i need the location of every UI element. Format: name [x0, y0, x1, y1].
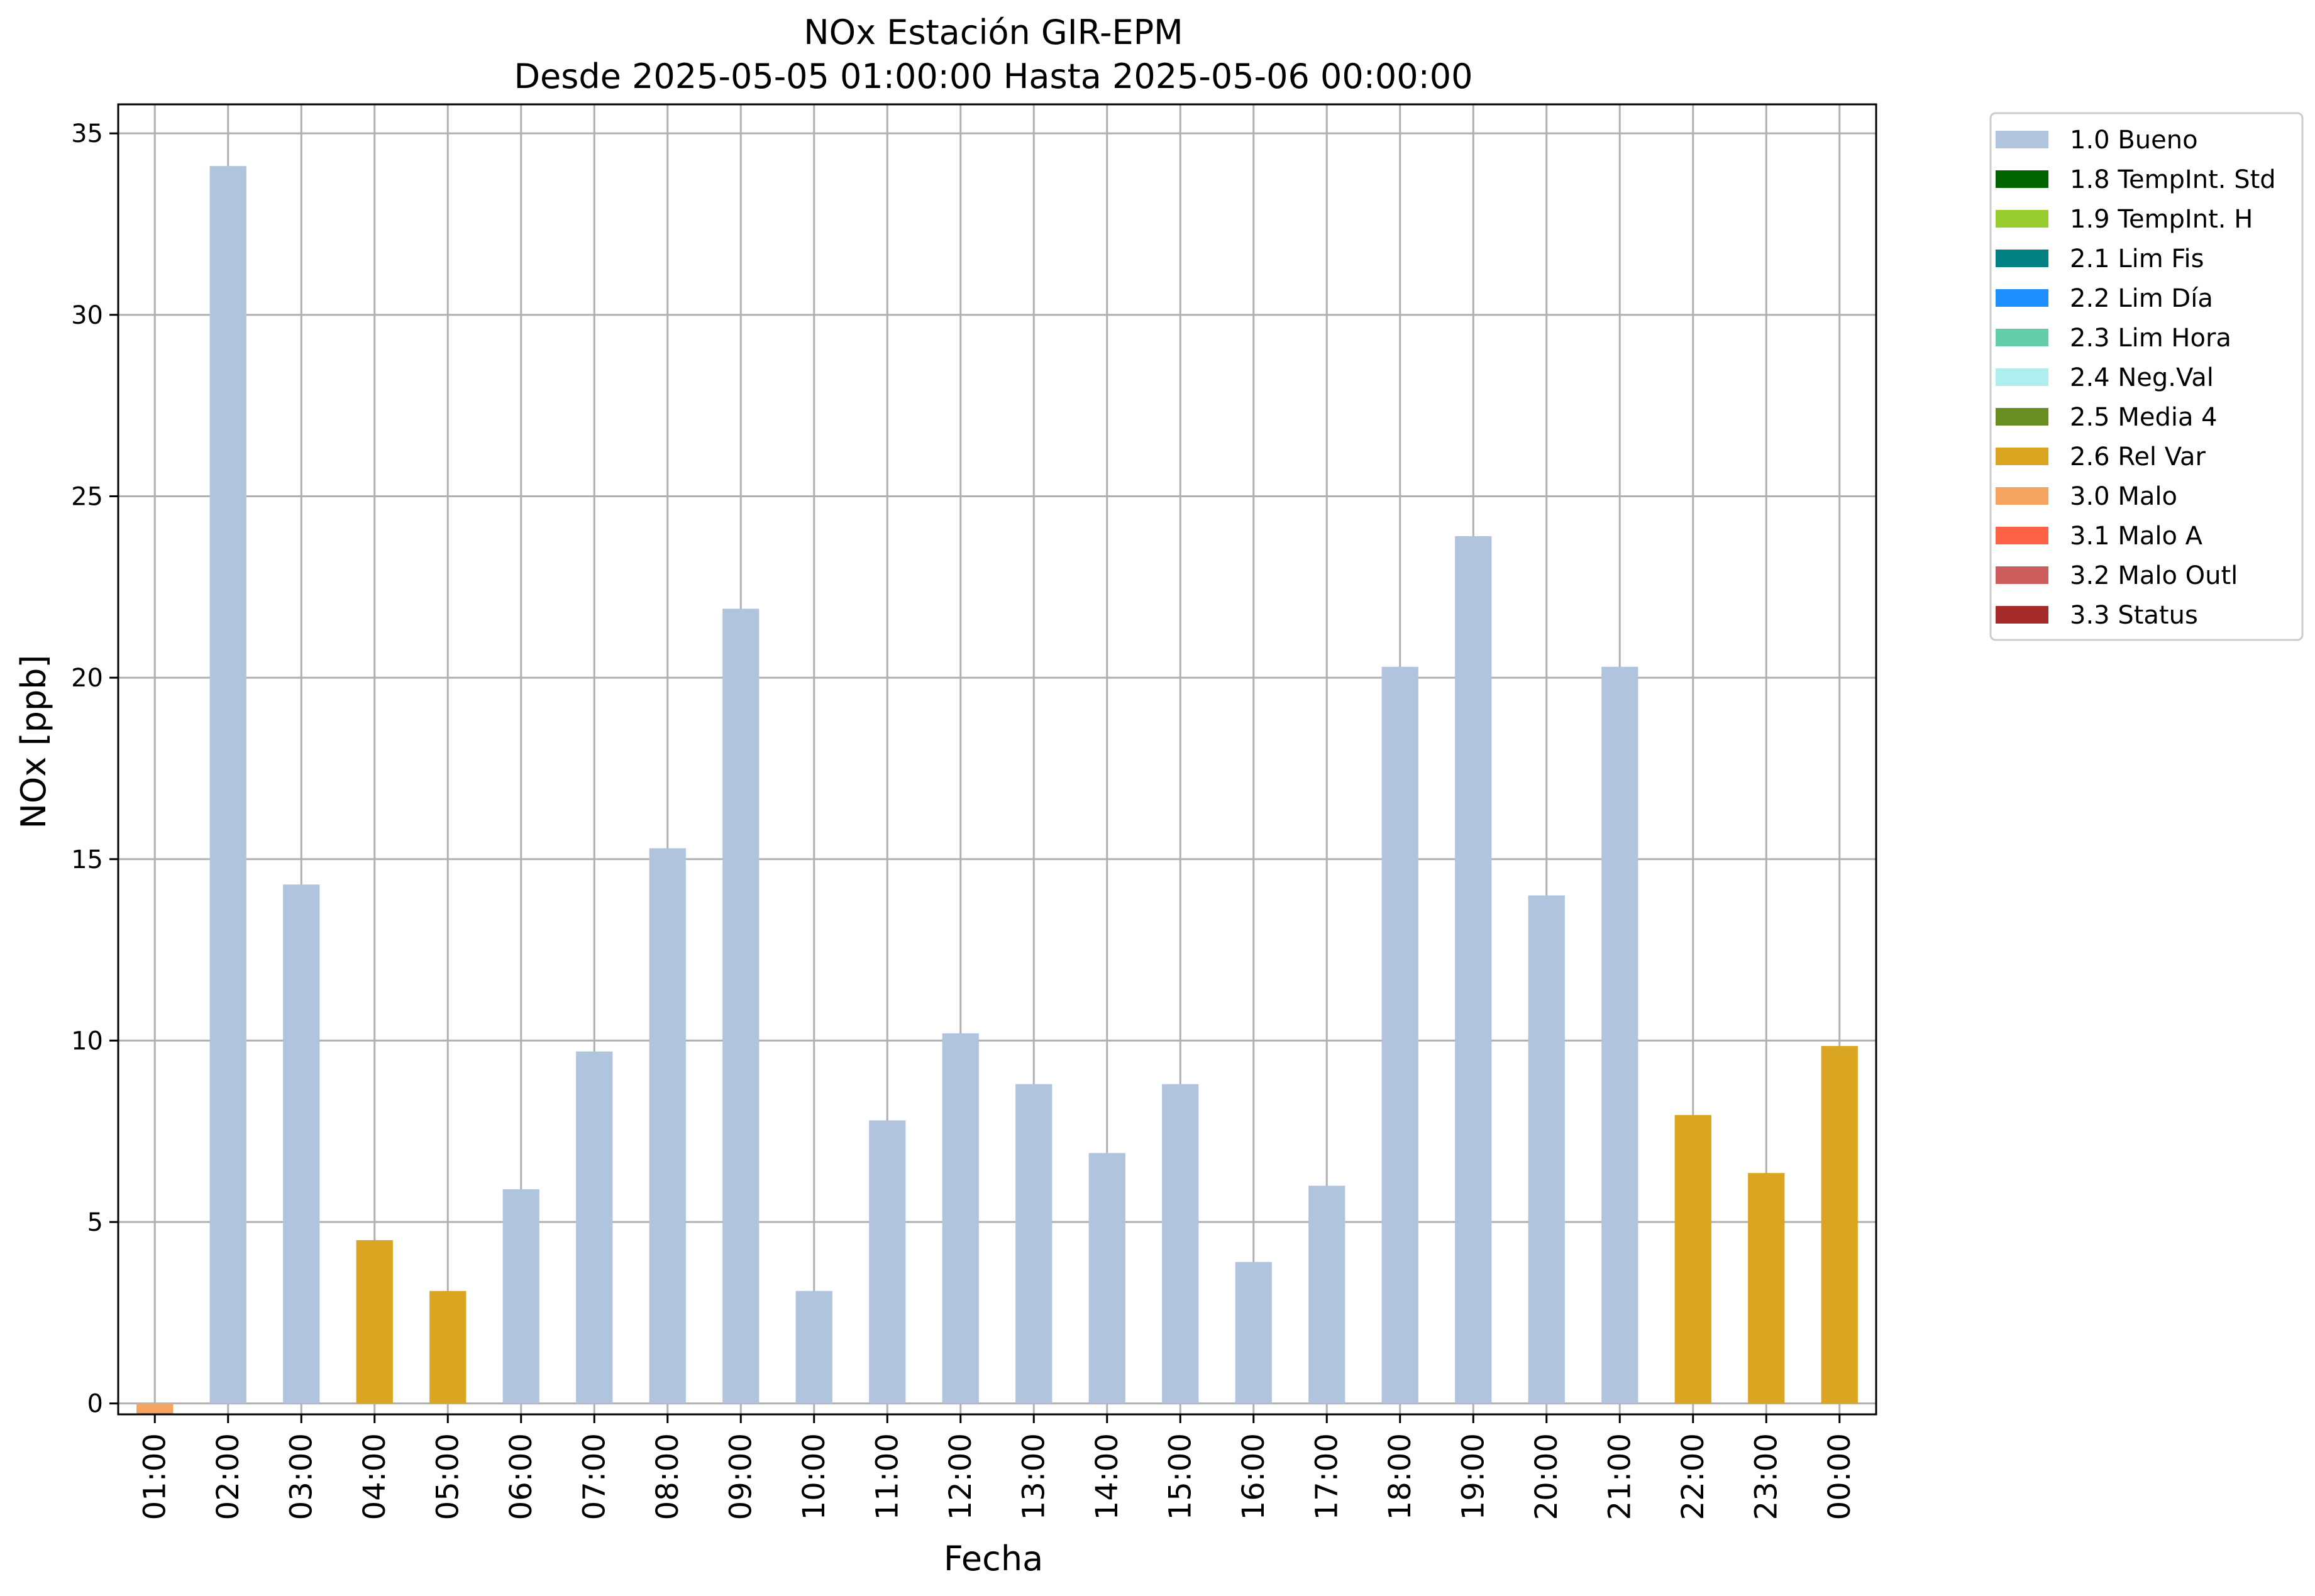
legend-swatch [1996, 606, 2048, 624]
x-tick-label: 19:00 [1456, 1433, 1491, 1520]
y-axis-ticks: 0 5 10 15 20 25 30 35 [71, 119, 118, 1419]
y-tick-label: 25 [71, 482, 103, 511]
bars [136, 166, 1858, 1414]
legend-swatch [1996, 289, 2048, 307]
x-tick-label: 23:00 [1749, 1433, 1784, 1520]
bar-20:00 [1528, 895, 1565, 1404]
bar-01:00 [136, 1403, 174, 1414]
legend-label: 2.6 Rel Var [2070, 443, 2206, 471]
bar-19:00 [1455, 536, 1492, 1404]
bar-09:00 [722, 608, 760, 1404]
x-tick-label: 05:00 [430, 1433, 465, 1520]
legend: 1.0 Bueno 1.8 TempInt. Std 1.9 TempInt. H 2… [1989, 112, 2304, 641]
bar-03:00 [283, 884, 320, 1404]
y-tick-label: 0 [87, 1390, 103, 1419]
bar-00:00 [1821, 1046, 1858, 1404]
legend-label: 3.3 Status [2070, 601, 2198, 630]
x-tick-label: 21:00 [1602, 1433, 1637, 1520]
x-tick-label: 01:00 [137, 1433, 172, 1520]
x-tick-label: 16:00 [1236, 1433, 1271, 1520]
x-tick-label: 07:00 [577, 1433, 612, 1520]
bar-05:00 [429, 1291, 467, 1404]
y-tick-label: 5 [87, 1208, 103, 1237]
x-tick-label: 22:00 [1676, 1433, 1711, 1520]
x-tick-label: 02:00 [211, 1433, 246, 1520]
legend-swatch [1996, 487, 2048, 505]
bar-17:00 [1308, 1186, 1345, 1404]
legend-label: 2.1 Lim Fis [2070, 245, 2204, 273]
bar-21:00 [1601, 666, 1638, 1404]
legend-label: 2.2 Lim Día [2070, 284, 2213, 313]
y-tick-label: 30 [71, 301, 103, 330]
legend-swatch [1996, 408, 2048, 426]
x-axis-label: Fecha [944, 1539, 1043, 1578]
y-tick-label: 35 [71, 119, 103, 148]
legend-label: 2.5 Media 4 [2070, 403, 2218, 432]
legend-swatch [1996, 566, 2048, 584]
bar-12:00 [942, 1033, 979, 1404]
bar-04:00 [356, 1240, 393, 1404]
bar-22:00 [1674, 1114, 1711, 1404]
x-tick-label: 00:00 [1822, 1433, 1857, 1520]
x-tick-label: 14:00 [1090, 1433, 1125, 1520]
x-tick-label: 04:00 [357, 1433, 392, 1520]
legend-swatch [1996, 368, 2048, 386]
y-axis-label: NOx [ppb] [14, 655, 53, 829]
y-tick-label: 10 [71, 1026, 103, 1055]
x-tick-label: 20:00 [1529, 1433, 1564, 1520]
legend-swatch [1996, 329, 2048, 346]
legend-swatch [1996, 131, 2048, 148]
legend-swatch [1996, 210, 2048, 228]
legend-label: 2.3 Lim Hora [2070, 324, 2231, 353]
bar-08:00 [649, 848, 686, 1404]
x-tick-label: 18:00 [1383, 1433, 1418, 1520]
chart-title: NOx Estación GIR-EPM [804, 13, 1183, 52]
bar-11:00 [869, 1120, 906, 1404]
plot-frame [117, 103, 1877, 1416]
bar-13:00 [1015, 1084, 1053, 1404]
legend-swatch [1996, 250, 2048, 267]
legend-label: 3.0 Malo [2070, 482, 2177, 511]
bar-15:00 [1162, 1084, 1199, 1404]
y-tick-label: 20 [71, 664, 103, 693]
x-tick-label: 12:00 [943, 1433, 978, 1520]
legend-box [1989, 112, 2304, 641]
bar-07:00 [576, 1051, 613, 1404]
x-tick-label: 11:00 [870, 1433, 905, 1520]
legend-label: 1.9 TempInt. H [2070, 205, 2253, 234]
bar-14:00 [1088, 1153, 1125, 1404]
legend-label: 3.2 Malo Outl [2070, 561, 2238, 590]
x-tick-label: 17:00 [1309, 1433, 1344, 1520]
legend-swatch [1996, 170, 2048, 188]
x-tick-label: 13:00 [1016, 1433, 1051, 1520]
bar-16:00 [1235, 1262, 1272, 1404]
bar-06:00 [502, 1189, 539, 1404]
bar-23:00 [1748, 1173, 1785, 1404]
x-tick-label: 15:00 [1163, 1433, 1198, 1520]
legend-label: 2.4 Neg.Val [2070, 363, 2214, 392]
legend-swatch [1996, 527, 2048, 544]
x-axis-ticks: 01:00 02:00 03:00 04:00 05:00 06:00 07:00 08:00… [137, 1414, 1857, 1520]
x-tick-label: 08:00 [650, 1433, 685, 1520]
chart-subtitle: Desde 2025-05-05 01:00:00 Hasta 2025-05-… [514, 57, 1472, 96]
legend-label: 1.8 TempInt. Std [2070, 165, 2276, 194]
x-tick-label: 03:00 [284, 1433, 319, 1520]
x-tick-label: 10:00 [797, 1433, 832, 1520]
legend-label: 3.1 Malo A [2070, 522, 2203, 551]
bar-10:00 [795, 1291, 832, 1404]
bar-02:00 [209, 166, 246, 1404]
legend-swatch [1996, 448, 2048, 465]
x-tick-label: 09:00 [723, 1433, 758, 1520]
x-tick-label: 06:00 [504, 1433, 539, 1520]
bar-18:00 [1381, 666, 1418, 1404]
y-tick-label: 15 [71, 845, 103, 874]
legend-label: 1.0 Bueno [2070, 126, 2198, 155]
